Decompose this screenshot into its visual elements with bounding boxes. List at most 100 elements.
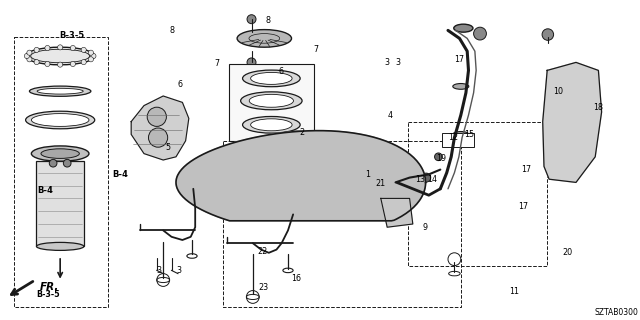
Circle shape bbox=[563, 120, 580, 136]
Bar bbox=[442, 133, 474, 147]
Circle shape bbox=[375, 146, 383, 154]
Circle shape bbox=[362, 141, 374, 153]
Circle shape bbox=[435, 153, 442, 161]
Text: 17: 17 bbox=[522, 165, 532, 174]
Text: 12: 12 bbox=[448, 133, 458, 142]
Text: FR.: FR. bbox=[40, 282, 59, 292]
Text: 3: 3 bbox=[384, 58, 389, 67]
Polygon shape bbox=[381, 198, 413, 227]
Circle shape bbox=[81, 47, 86, 52]
Circle shape bbox=[366, 140, 376, 151]
Circle shape bbox=[147, 107, 166, 126]
Text: 18: 18 bbox=[593, 103, 604, 112]
Circle shape bbox=[88, 50, 93, 55]
Circle shape bbox=[408, 178, 417, 187]
Circle shape bbox=[24, 53, 29, 59]
Circle shape bbox=[81, 60, 86, 65]
Text: 3: 3 bbox=[176, 266, 181, 275]
Text: 21: 21 bbox=[376, 180, 386, 188]
Circle shape bbox=[91, 53, 96, 59]
Text: 5: 5 bbox=[165, 143, 170, 152]
Text: 1: 1 bbox=[365, 170, 370, 179]
Text: 19: 19 bbox=[436, 154, 447, 163]
Circle shape bbox=[63, 159, 71, 167]
Text: 13: 13 bbox=[415, 175, 425, 184]
Circle shape bbox=[58, 45, 63, 50]
Ellipse shape bbox=[449, 271, 460, 276]
Ellipse shape bbox=[282, 134, 316, 141]
Ellipse shape bbox=[251, 119, 292, 131]
Ellipse shape bbox=[243, 70, 300, 87]
Circle shape bbox=[563, 152, 580, 168]
Text: 23: 23 bbox=[258, 284, 268, 292]
Ellipse shape bbox=[26, 47, 95, 65]
Ellipse shape bbox=[37, 88, 83, 94]
Circle shape bbox=[563, 88, 580, 104]
Circle shape bbox=[88, 57, 93, 62]
Text: 15: 15 bbox=[464, 130, 474, 139]
Ellipse shape bbox=[251, 72, 292, 84]
Bar bbox=[229, 64, 314, 141]
Text: 17: 17 bbox=[518, 202, 529, 211]
Text: 8: 8 bbox=[266, 16, 271, 25]
Circle shape bbox=[70, 61, 76, 67]
Text: 17: 17 bbox=[454, 55, 465, 64]
Text: 22: 22 bbox=[257, 247, 268, 256]
Ellipse shape bbox=[243, 116, 300, 133]
Ellipse shape bbox=[187, 254, 197, 258]
Ellipse shape bbox=[453, 84, 468, 89]
Circle shape bbox=[542, 29, 554, 40]
Text: 4: 4 bbox=[387, 111, 392, 120]
Ellipse shape bbox=[454, 24, 473, 32]
Text: 14: 14 bbox=[428, 175, 438, 184]
Circle shape bbox=[34, 47, 39, 52]
Text: 3: 3 bbox=[157, 266, 162, 275]
Circle shape bbox=[474, 27, 486, 40]
Polygon shape bbox=[543, 62, 602, 182]
Ellipse shape bbox=[453, 132, 468, 137]
Text: 8: 8 bbox=[170, 26, 175, 35]
Polygon shape bbox=[131, 96, 189, 160]
Text: B-3-5: B-3-5 bbox=[59, 31, 84, 40]
Ellipse shape bbox=[29, 86, 91, 96]
Text: 10: 10 bbox=[554, 87, 564, 96]
Circle shape bbox=[148, 128, 168, 147]
Circle shape bbox=[45, 45, 50, 51]
Polygon shape bbox=[176, 131, 426, 221]
Circle shape bbox=[157, 274, 170, 286]
Ellipse shape bbox=[41, 149, 79, 158]
Circle shape bbox=[247, 15, 256, 24]
Text: 2: 2 bbox=[300, 128, 305, 137]
Text: 16: 16 bbox=[291, 274, 301, 283]
Circle shape bbox=[34, 60, 39, 65]
Text: SZTAB0300: SZTAB0300 bbox=[595, 308, 639, 317]
Circle shape bbox=[360, 148, 367, 156]
Circle shape bbox=[70, 45, 76, 51]
Bar bbox=[223, 141, 461, 307]
Text: B-4: B-4 bbox=[112, 170, 128, 179]
Circle shape bbox=[27, 50, 32, 55]
Text: 9: 9 bbox=[422, 223, 428, 232]
Circle shape bbox=[246, 291, 259, 303]
Ellipse shape bbox=[249, 94, 294, 107]
Circle shape bbox=[49, 159, 57, 167]
Text: B-3-5: B-3-5 bbox=[36, 290, 60, 299]
Text: 6: 6 bbox=[178, 80, 183, 89]
Circle shape bbox=[384, 205, 397, 218]
Ellipse shape bbox=[241, 92, 302, 110]
Text: 7: 7 bbox=[214, 60, 220, 68]
Ellipse shape bbox=[31, 114, 89, 126]
Circle shape bbox=[415, 173, 424, 182]
Ellipse shape bbox=[26, 111, 95, 129]
Text: 11: 11 bbox=[509, 287, 519, 296]
Bar bbox=[14, 37, 108, 307]
Text: 7: 7 bbox=[314, 45, 319, 54]
Circle shape bbox=[58, 62, 63, 67]
Circle shape bbox=[247, 58, 256, 67]
Ellipse shape bbox=[36, 243, 84, 250]
Ellipse shape bbox=[283, 268, 293, 273]
Ellipse shape bbox=[275, 131, 323, 144]
Circle shape bbox=[448, 253, 461, 266]
Ellipse shape bbox=[31, 146, 89, 161]
Circle shape bbox=[27, 57, 32, 62]
